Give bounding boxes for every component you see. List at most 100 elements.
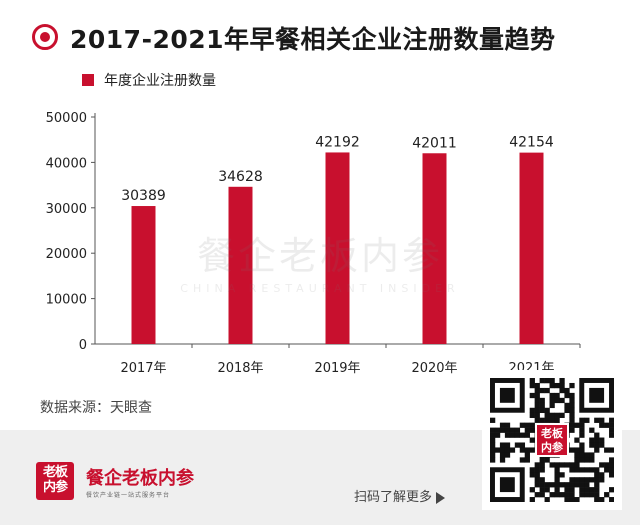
bar	[131, 206, 156, 344]
qr-module	[599, 497, 605, 503]
qr-module	[519, 457, 526, 463]
qr-module	[539, 397, 545, 404]
qr-module	[564, 462, 570, 468]
qr-module	[539, 492, 545, 498]
qr-module	[539, 457, 545, 463]
qr-module	[599, 417, 605, 423]
qr-module	[549, 397, 555, 404]
qr-module	[509, 432, 516, 438]
qr-module	[579, 427, 585, 433]
qr-module	[599, 472, 605, 478]
qr-module	[569, 402, 575, 409]
qr-module	[569, 492, 575, 498]
qr-module	[579, 447, 585, 453]
qr-module	[599, 462, 605, 468]
qr-module	[584, 452, 590, 458]
qr-module	[514, 427, 521, 433]
qr-module	[499, 457, 506, 463]
qr-module	[529, 412, 535, 418]
qr-module	[589, 452, 595, 458]
qr-module	[569, 487, 575, 493]
qr-module	[604, 447, 610, 453]
qr-module	[544, 412, 550, 418]
qr-module	[554, 477, 560, 483]
qr-module	[549, 392, 555, 399]
qr-module	[609, 457, 615, 463]
qr-module	[569, 382, 575, 389]
qr-module	[569, 422, 575, 428]
qr-module	[490, 447, 496, 453]
qr-module	[539, 417, 545, 423]
qr-module	[544, 482, 550, 488]
qr-module	[604, 467, 610, 473]
qr-module	[594, 447, 600, 453]
y-tick-label: 50000	[46, 111, 87, 126]
qr-badge-bottom: 内参	[541, 441, 563, 454]
qr-code[interactable]: 老板 内参	[482, 370, 622, 510]
qr-module	[539, 462, 545, 468]
chart-header: 2017-2021年早餐相关企业注册数量趋势 年度企业注册数量	[0, 0, 640, 89]
qr-module	[579, 452, 585, 458]
qr-module	[529, 422, 535, 428]
qr-module	[594, 487, 600, 493]
bar	[228, 186, 253, 344]
qr-module	[499, 452, 506, 458]
qr-module	[569, 467, 575, 473]
x-tick-label: 2020年	[411, 361, 457, 376]
qr-module	[599, 442, 605, 448]
qr-module	[504, 427, 511, 433]
qr-module	[544, 417, 550, 423]
y-tick-label: 30000	[46, 202, 87, 217]
qr-module	[539, 487, 545, 493]
qr-module	[549, 462, 555, 468]
qr-module	[534, 482, 540, 488]
qr-module	[609, 472, 615, 478]
qr-module	[609, 422, 615, 428]
qr-module	[524, 457, 530, 463]
y-tick-label: 40000	[46, 156, 87, 171]
qr-module	[549, 482, 555, 488]
qr-module	[584, 492, 590, 498]
qr-module	[490, 442, 496, 448]
qr-module	[529, 427, 535, 433]
qr-module	[549, 402, 555, 409]
qr-module	[609, 447, 615, 453]
qr-module	[539, 387, 545, 394]
qr-module	[574, 447, 580, 453]
qr-module	[490, 437, 496, 443]
qr-module	[534, 392, 540, 399]
qr-module	[589, 487, 595, 493]
qr-module	[574, 437, 580, 443]
qr-module	[529, 392, 535, 399]
qr-module	[589, 442, 595, 448]
x-tick-label: 2017年	[120, 361, 166, 376]
qr-module	[594, 442, 600, 448]
qr-module	[504, 447, 511, 453]
qr-module	[499, 447, 506, 453]
qr-module	[544, 457, 550, 463]
qr-module	[544, 407, 550, 414]
qr-module	[554, 467, 560, 473]
qr-module	[584, 457, 590, 463]
qr-module	[559, 397, 565, 404]
legend-swatch	[82, 74, 94, 86]
qr-module	[534, 412, 540, 418]
qr-module	[569, 427, 575, 433]
qr-module	[504, 452, 511, 458]
qr-module	[564, 402, 570, 409]
qr-module	[594, 467, 600, 473]
qr-module	[554, 382, 560, 389]
data-label: 42192	[315, 134, 360, 150]
qr-module	[514, 442, 521, 448]
qr-module	[569, 417, 575, 423]
brand-logo: 老板 内参	[36, 462, 74, 500]
qr-module	[524, 427, 530, 433]
record-circle-icon	[32, 24, 58, 50]
qr-module	[569, 412, 575, 418]
qr-module	[569, 462, 575, 468]
qr-module	[534, 472, 540, 478]
qr-module	[589, 457, 595, 463]
qr-module	[564, 492, 570, 498]
qr-module	[594, 497, 600, 503]
qr-module	[594, 432, 600, 438]
